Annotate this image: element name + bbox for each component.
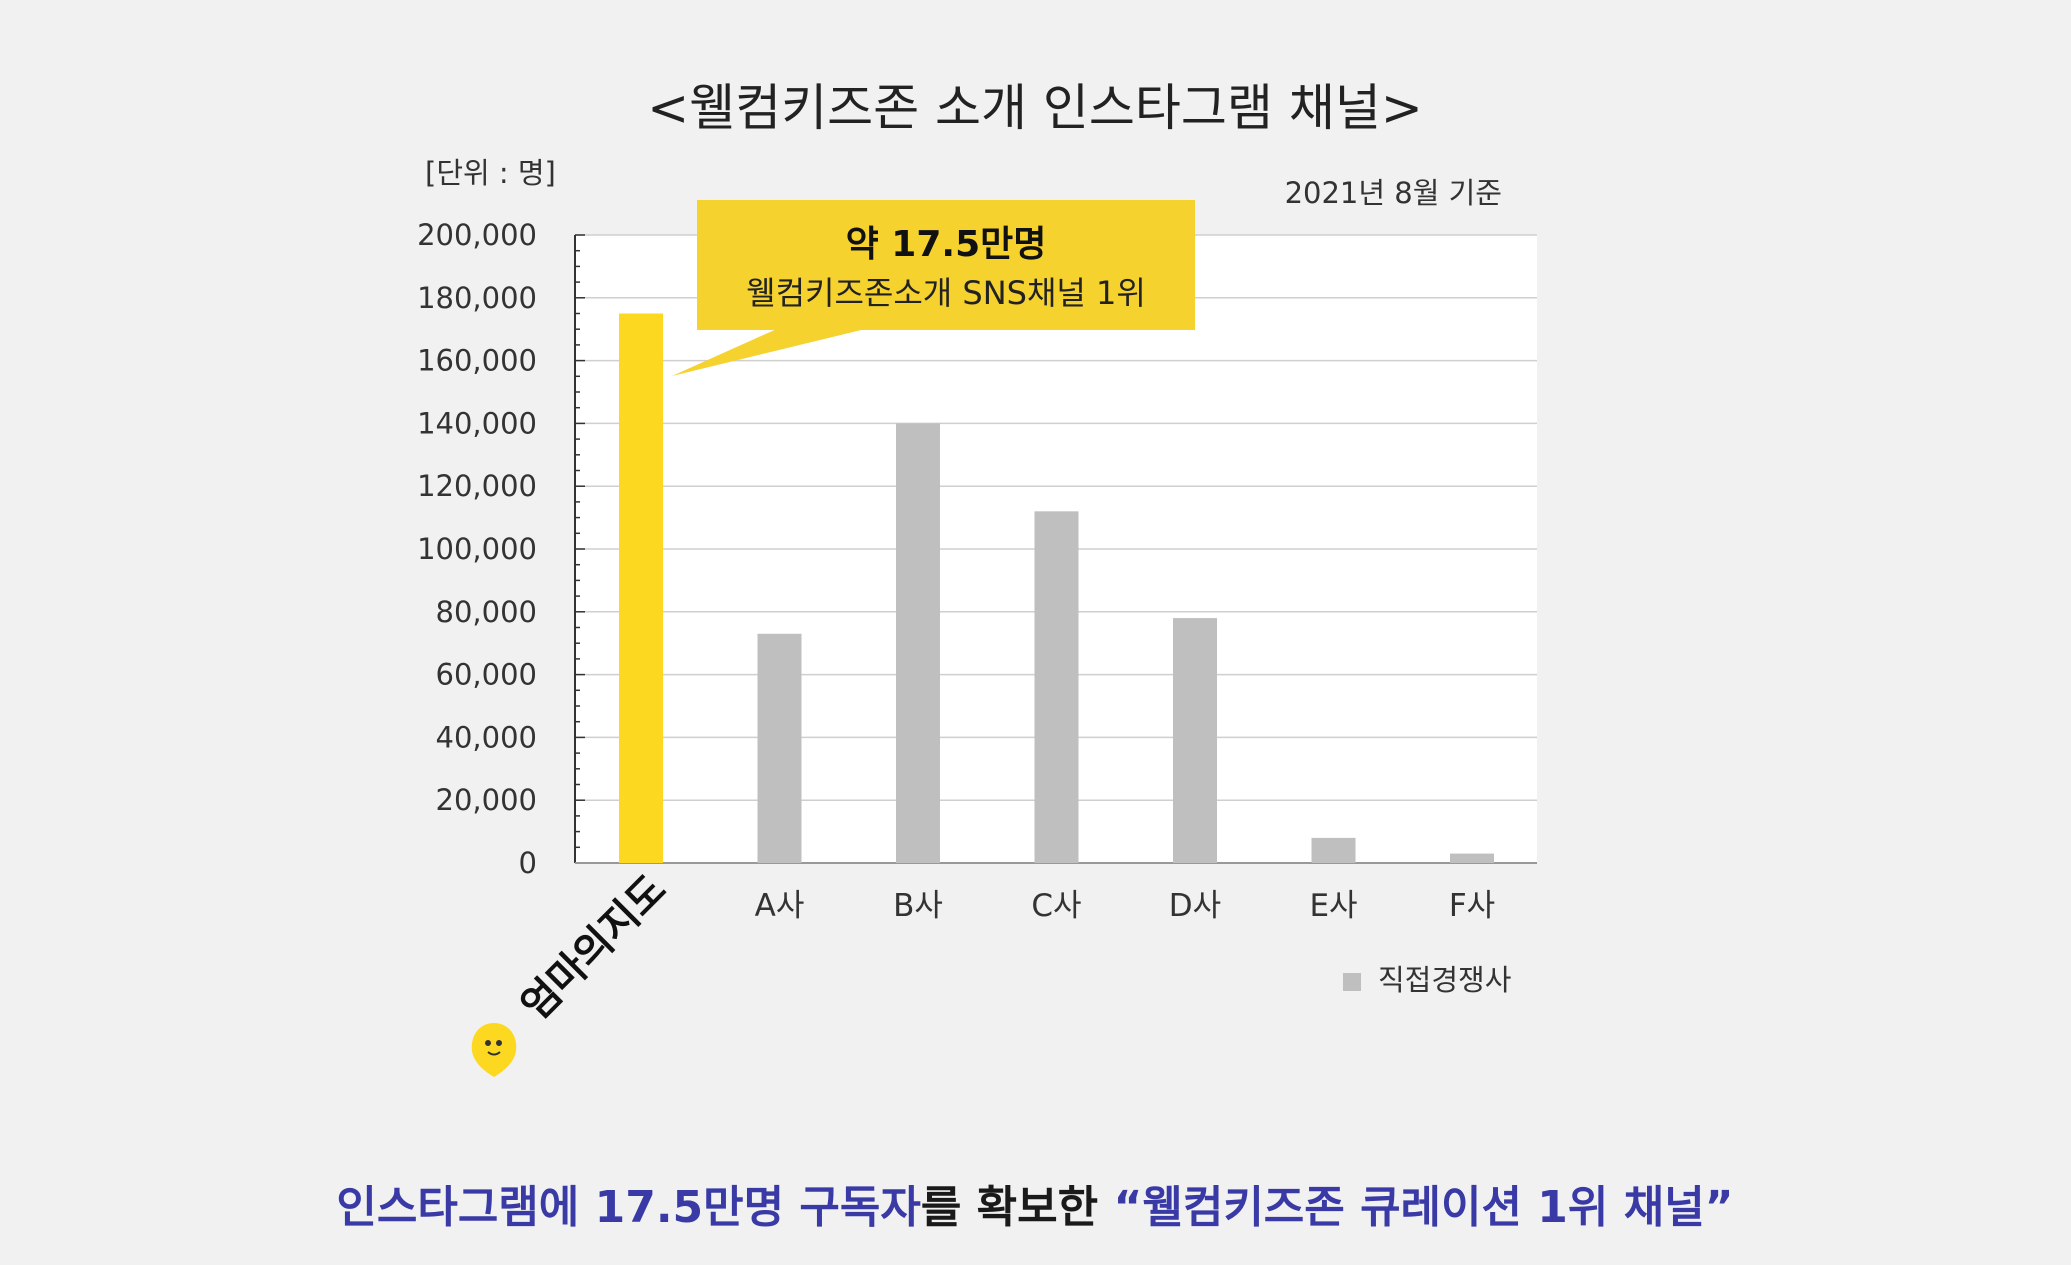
footer-part3: “웰컴키즈존 큐레이션 1위 채널” (1113, 1182, 1733, 1233)
callout: 약 17.5만명 웰컴키즈존소개 SNS채널 1위 (672, 200, 1195, 376)
date-label: 2021년 8월 기준 (1285, 176, 1502, 210)
x-axis-labels: A사 B사 C사 D사 E사 F사 (755, 888, 1496, 924)
y-tick-label: 140,000 (417, 406, 537, 440)
callout-pointer (672, 323, 890, 376)
footer-part1: 인스타그램에 17.5만명 구독자 (336, 1182, 920, 1233)
bar-E사 (1311, 837, 1356, 863)
footer-text: 인스타그램에 17.5만명 구독자를 확보한 “웰컴키즈존 큐레이션 1위 채널… (336, 1182, 1733, 1233)
y-tick-label: 60,000 (436, 658, 537, 692)
bars-group (619, 313, 1494, 863)
y-tick-label: 20,000 (436, 783, 537, 817)
brand-text: 엄마의지도 (513, 866, 676, 1029)
bar-C사 (1034, 511, 1079, 863)
y-tick-label: 200,000 (417, 218, 537, 252)
bar-F사 (1450, 853, 1494, 863)
x-tick-label: C사 (1031, 888, 1081, 924)
unit-label: [단위 : 명] (425, 156, 556, 190)
y-tick-label: 120,000 (417, 469, 537, 503)
bar-B사 (896, 423, 940, 863)
bar-A사 (757, 633, 802, 863)
footer-part2: 를 확보한 (921, 1182, 1114, 1233)
y-tick-label: 180,000 (417, 281, 537, 315)
bar-D사 (1173, 618, 1217, 863)
brand-category-label: 엄마의지도 (471, 866, 676, 1077)
x-tick-label: D사 (1169, 888, 1221, 924)
y-tick-label: 100,000 (417, 532, 537, 566)
x-tick-label: F사 (1449, 888, 1495, 924)
legend-swatch (1343, 973, 1361, 991)
y-tick-label: 160,000 (417, 344, 537, 378)
y-tick-label: 0 (519, 846, 537, 880)
chart-title: <웰컴키즈존 소개 인스타그램 채널> (647, 79, 1422, 137)
y-axis: 0 20,000 40,000 60,000 80,000 100,000 120,000 1… (417, 218, 1537, 880)
callout-sub-text: 웰컴키즈존소개 SNS채널 1위 (746, 274, 1146, 312)
y-tick-label: 80,000 (436, 595, 537, 629)
legend: 직접경쟁사 (1343, 963, 1511, 997)
x-tick-label: B사 (893, 888, 943, 924)
x-tick-label: E사 (1309, 888, 1357, 924)
brand-logo-icon (471, 1023, 517, 1077)
x-tick-label: A사 (755, 888, 805, 924)
legend-label: 직접경쟁사 (1378, 963, 1511, 997)
bar-brand (619, 313, 663, 863)
callout-box (697, 200, 1195, 330)
y-tick-label: 40,000 (436, 720, 537, 754)
callout-main-text: 약 17.5만명 (846, 224, 1047, 265)
